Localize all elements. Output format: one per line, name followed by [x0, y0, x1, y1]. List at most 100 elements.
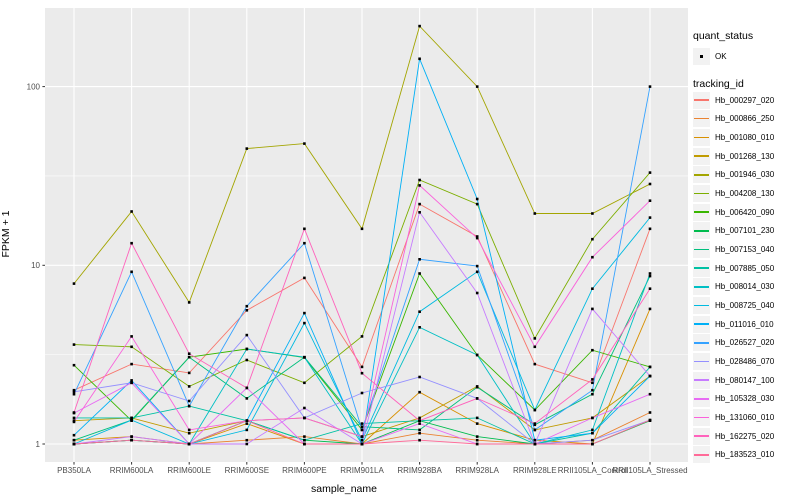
legend-item-Hb_000297_020: Hb_000297_020 [693, 91, 775, 109]
line-swatch-icon [694, 155, 709, 157]
data-point [187, 352, 191, 355]
legend-key-swatch [693, 315, 710, 333]
data-point [418, 202, 421, 206]
x-tick-label: RRIM600LE [167, 466, 211, 475]
data-point [418, 390, 421, 394]
legend-item-label: Hb_007101_230 [715, 226, 775, 236]
data-point [187, 404, 191, 408]
legend-item-Hb_001080_010: Hb_001080_010 [693, 128, 775, 146]
data-point [591, 381, 594, 385]
data-point [303, 321, 306, 325]
data-point [475, 264, 479, 268]
data-point [130, 270, 133, 274]
data-point [360, 428, 364, 432]
data-point [130, 345, 133, 349]
legend-title-tracking-id: tracking_id [693, 78, 744, 90]
x-tick-label: RRIM901LA [340, 466, 384, 475]
legend-key-swatch [693, 203, 710, 221]
data-point [360, 335, 364, 338]
line-swatch-icon [694, 304, 709, 307]
data-point [130, 435, 133, 438]
data-point [187, 431, 191, 435]
legend-item-Hb_080147_100: Hb_080147_100 [693, 371, 775, 389]
data-point [130, 335, 133, 338]
data-point [648, 85, 652, 88]
data-point [187, 385, 191, 388]
data-point [418, 422, 421, 425]
line-swatch-icon [694, 454, 709, 456]
legend-key-swatch [693, 166, 710, 184]
line-swatch-icon [694, 248, 709, 251]
legend-item-Hb_001946_030: Hb_001946_030 [693, 166, 775, 184]
legend-item-label: Hb_131060_010 [715, 413, 775, 423]
legend-key-swatch [693, 278, 710, 296]
data-point [245, 147, 249, 150]
legend-item-Hb_008014_030: Hb_008014_030 [693, 278, 774, 296]
data-point [303, 406, 306, 410]
legend-item-Hb_007153_040: Hb_007153_040 [693, 240, 774, 258]
line-swatch-icon [694, 117, 709, 120]
legend-item-Hb_000866_250: Hb_000866_250 [693, 110, 774, 128]
data-point [418, 416, 421, 420]
data-point [303, 381, 306, 385]
legend-item-label: Hb_001946_030 [715, 170, 775, 180]
data-point [245, 347, 249, 351]
line-swatch-icon [694, 173, 709, 176]
data-point [187, 371, 191, 375]
line-swatch-icon [694, 285, 709, 288]
x-tick-label: RRIM600SE [225, 466, 269, 475]
legend-key-swatch [693, 353, 710, 371]
legend-item-Hb_008725_040: Hb_008725_040 [693, 296, 774, 314]
data-point [648, 182, 652, 186]
data-point [591, 431, 594, 435]
data-point [533, 422, 537, 425]
data-point [360, 435, 364, 438]
data-point [360, 425, 364, 428]
legend-item-label: Hb_183523_010 [715, 450, 775, 460]
legend-key-swatch [693, 91, 710, 109]
legend-key-swatch [693, 409, 710, 427]
data-point [475, 291, 479, 295]
legend-item-label: Hb_001268_130 [715, 151, 775, 161]
legend-ok-label: OK [715, 52, 727, 61]
data-point [648, 272, 652, 275]
point-marker-icon [700, 55, 704, 59]
x-tick-label: RRIM600PE [282, 466, 326, 475]
data-point [303, 435, 306, 438]
data-point [591, 392, 594, 396]
data-point [245, 422, 249, 425]
data-point [72, 388, 76, 392]
legend-key-swatch [693, 222, 710, 240]
data-point [245, 386, 249, 390]
legend-item-Hb_007885_050: Hb_007885_050 [693, 259, 774, 277]
legend-item-label: Hb_000297_020 [715, 95, 775, 105]
data-point [475, 270, 479, 274]
line-swatch-icon [694, 360, 709, 363]
data-point [591, 416, 594, 420]
data-point [475, 353, 479, 357]
data-point [591, 212, 594, 215]
legend-item-label: Hb_001080_010 [715, 132, 775, 142]
line-swatch-icon [694, 211, 709, 213]
data-point [648, 287, 652, 290]
legend-item-Hb_183523_010: Hb_183523_010 [693, 446, 775, 464]
legend-title-quant-status: quant_status [693, 30, 754, 42]
y-tick-label: 10 [31, 261, 40, 270]
legend-item-Hb_028486_070: Hb_028486_070 [693, 353, 774, 371]
data-point [187, 442, 191, 446]
legend-item-label: Hb_080147_100 [715, 375, 775, 385]
data-point [591, 307, 594, 311]
data-point [533, 212, 537, 215]
data-point [648, 374, 652, 378]
line-swatch-icon [694, 99, 709, 101]
data-point [245, 309, 249, 312]
legend-item-ok: OK [693, 48, 727, 65]
data-point [187, 301, 191, 304]
data-point [303, 227, 306, 231]
data-point [360, 391, 364, 395]
data-point [360, 442, 364, 446]
line-swatch-icon [694, 416, 709, 419]
data-point [533, 337, 537, 340]
data-point [648, 227, 652, 231]
data-point [418, 24, 421, 28]
